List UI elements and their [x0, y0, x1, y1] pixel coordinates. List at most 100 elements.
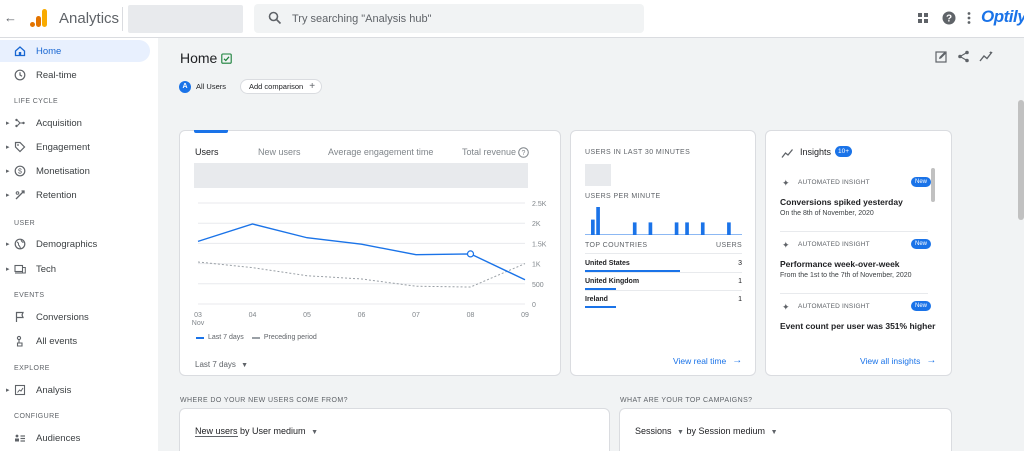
sidebar-item-analysis[interactable]: ▸ Analysis — [0, 379, 150, 401]
verified-report-icon[interactable] — [221, 53, 232, 64]
help-outline-icon[interactable]: ? — [518, 147, 529, 158]
search-icon — [268, 11, 282, 25]
caret-right-icon: ▸ — [6, 144, 10, 151]
sidebar-item-monetisation[interactable]: ▸ $ Monetisation — [0, 160, 150, 182]
insight-headline: Conversions spiked yesterday — [780, 197, 903, 207]
account-selector[interactable] — [128, 5, 243, 33]
dimension-selector[interactable]: by User medium — [240, 426, 306, 436]
metric-selector[interactable]: New users — [195, 426, 238, 437]
country-share-bar — [585, 270, 680, 272]
section-explore: EXPLORE — [14, 365, 50, 372]
country-users: 3 — [738, 260, 742, 267]
view-real-time-label: View real time — [673, 355, 727, 366]
section-configure: CONFIGURE — [14, 413, 60, 420]
tab-users[interactable]: Users — [195, 147, 219, 157]
date-range-dropdown[interactable]: Last 7 days ▼ — [195, 360, 248, 369]
sidebar-item-label: Retention — [36, 189, 77, 201]
sidebar-item-label: Tech — [36, 263, 57, 275]
minute-bar — [632, 222, 637, 235]
more-vertical-icon[interactable] — [966, 11, 972, 25]
insight-item[interactable]: ✦ AUTOMATED INSIGHT New Performance week… — [780, 239, 931, 289]
metric-selector[interactable]: Sessions — [635, 426, 672, 436]
users-per-minute-bar-chart — [585, 207, 742, 235]
sidebar-item-tech[interactable]: ▸ Tech — [0, 258, 150, 280]
sidebar-item-conversions[interactable]: Conversions — [0, 306, 150, 328]
y-tick-label: 2.5K — [532, 201, 547, 208]
all-users-chip[interactable]: A All Users — [179, 79, 226, 94]
search-box[interactable] — [254, 4, 644, 33]
sidebar-item-home[interactable]: Home — [0, 40, 150, 62]
view-real-time-link[interactable]: View real time → — [673, 355, 742, 366]
view-all-insights-label: View all insights — [860, 355, 921, 366]
top-campaigns-card: Sessions ▼ by Session medium ▼ — [619, 408, 952, 451]
dimension-selector[interactable]: by Session medium — [686, 426, 766, 436]
chevron-down-icon: ▼ — [677, 429, 684, 436]
page-scrollbar[interactable] — [1018, 100, 1024, 220]
share-icon[interactable] — [957, 50, 970, 63]
new-badge: New — [910, 239, 931, 249]
sidebar-item-all-events[interactable]: All events — [0, 330, 150, 352]
minute-bar — [596, 207, 600, 235]
chevron-down-icon: ▼ — [770, 429, 778, 436]
insight-type: AUTOMATED INSIGHT — [798, 241, 870, 248]
clock-icon — [14, 69, 26, 81]
sidebar-item-retention[interactable]: ▸ Retention — [0, 184, 150, 206]
x-tick-label: 07 — [412, 312, 420, 319]
y-tick-label: 1K — [532, 262, 541, 269]
country-users: 1 — [738, 296, 742, 303]
tab-avg-engagement-time[interactable]: Average engagement time — [328, 147, 434, 157]
insight-subtitle: From the 1st to the 7th of November, 202… — [780, 272, 912, 279]
caret-right-icon: ▸ — [6, 168, 10, 175]
tab-total-revenue[interactable]: Total revenue — [462, 147, 517, 157]
x-tick-label: 06 — [358, 312, 366, 319]
sidebar-item-demographics[interactable]: ▸ Demographics — [0, 233, 150, 255]
sidebar-item-label: Demographics — [36, 238, 98, 250]
realtime-card: USERS IN LAST 30 MINUTES USERS PER MINUT… — [570, 130, 756, 376]
country-name: United States — [585, 260, 630, 267]
app-title: Analytics — [59, 10, 120, 27]
apps-grid-icon[interactable] — [916, 11, 930, 25]
arrow-right-icon: → — [732, 355, 743, 366]
add-comparison-button[interactable]: Add comparison + — [240, 79, 323, 94]
sparkle-icon: ✦ — [782, 302, 790, 312]
country-share-bar — [585, 306, 617, 308]
insight-item[interactable]: ✦ AUTOMATED INSIGHT New Event count per … — [780, 301, 935, 337]
sidebar-item-acquisition[interactable]: ▸ Acquisition — [0, 112, 150, 134]
search-input[interactable] — [292, 4, 632, 33]
chevron-down-icon: ▼ — [241, 362, 249, 369]
sidebar-item-audiences[interactable]: Audiences — [0, 427, 150, 449]
svg-text:?: ? — [522, 150, 526, 157]
legend-swatch-current — [196, 336, 204, 339]
dollar-icon: $ — [14, 165, 26, 177]
insight-item[interactable]: ✦ AUTOMATED INSIGHT New Conversions spik… — [780, 177, 931, 227]
caret-right-icon: ▸ — [6, 387, 10, 394]
tab-new-users[interactable]: New users — [258, 147, 301, 157]
help-icon[interactable]: ? — [942, 11, 956, 25]
per-minute-heading: USERS PER MINUTE — [585, 193, 661, 200]
insights-count-badge: 10+ — [835, 146, 853, 157]
country-row: Ireland 1 — [585, 296, 742, 308]
country-name: United Kingdom — [585, 278, 640, 285]
analysis-icon — [14, 384, 26, 396]
caret-right-icon: ▸ — [6, 241, 10, 248]
edit-report-icon[interactable] — [935, 50, 948, 63]
country-row: United Kingdom 1 — [585, 278, 742, 290]
x-tick-label: 03 — [194, 312, 202, 319]
legend-label-previous: Preceding period — [263, 334, 317, 341]
campaigns-dimension-dropdown[interactable]: Sessions ▼ by Session medium ▼ — [635, 426, 778, 436]
analytics-logo-icon — [30, 9, 47, 27]
minute-bar — [674, 222, 679, 235]
back-arrow-icon[interactable]: ← — [4, 10, 17, 25]
sidebar-item-engagement[interactable]: ▸ Engagement — [0, 136, 150, 158]
new-users-dimension-dropdown[interactable]: New users by User medium ▼ — [195, 426, 318, 437]
insights-sparkline-icon[interactable] — [979, 50, 994, 63]
retention-icon — [15, 190, 25, 200]
y-tick-label: 0 — [532, 302, 536, 309]
insights-scrollbar[interactable] — [931, 168, 935, 202]
sidebar-item-realtime[interactable]: Real-time — [0, 64, 150, 86]
insight-type: AUTOMATED INSIGHT — [798, 303, 870, 310]
y-tick-label: 500 — [532, 282, 544, 289]
view-all-insights-link[interactable]: View all insights → — [860, 355, 936, 366]
top-app-bar: ← Analytics ? Optily — [0, 0, 1024, 38]
country-name: Ireland — [585, 296, 608, 303]
